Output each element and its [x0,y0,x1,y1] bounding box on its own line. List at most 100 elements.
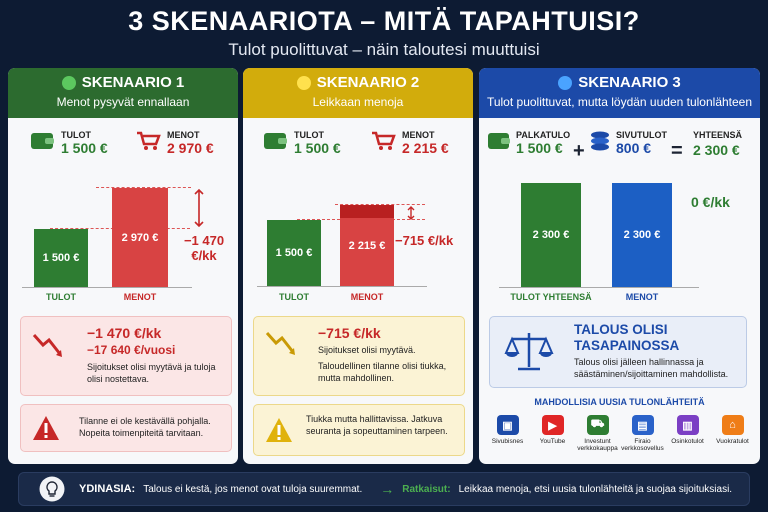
cart-icon [372,131,396,150]
scenario-1-title: SKENAARIO 1 [81,74,185,91]
source-label: Sivubisnes [491,438,524,445]
source-label: YouTube [539,438,566,445]
income-bar-label: TULOT [279,292,309,302]
source-item: ⌂ Vuokratulot [710,415,755,453]
baseline [257,286,427,287]
income-bar-label: TULOT [46,292,76,302]
income-label: TULOT [294,130,324,140]
expense-bar-label: MENOT [350,292,384,302]
warning-text: Tilanne ei ole kestävällä pohjalla. Nope… [79,416,211,438]
expense-bar: 2 970 € [112,188,168,287]
briefcase-icon: ▣ [496,415,519,435]
source-label: Investunt verkkokauppa [577,438,618,453]
cart-icon: ⛟ [586,415,609,435]
monthly-loss: −1 470 €/kk [87,325,162,341]
income-label: TULOT [61,130,91,140]
total-label: YHTEENSÄ [693,130,743,140]
sources-title: MAHDOLLISIA UUSIA TULONLÄHTEITÄ [534,397,705,407]
arrow-right-icon: → [380,481,395,497]
expense-value: 2 215 € [402,140,449,156]
solutions-text: Leikkaa menoja, etsi uusia tulonlähteitä… [458,483,733,495]
scale-icon [504,333,554,371]
baseline [22,287,192,288]
balance-title: TALOUS OLISI TASAPAINOSSA [574,322,680,354]
page-title: 3 SKENAARIOTA – MITÄ TAPAHTUISI? [128,6,640,36]
side-income-label: SIVUTULOT [616,130,667,140]
expense-bar: 2 215 € [340,205,394,286]
coins-icon [591,131,609,151]
total-income-bar: 2 300 € [521,183,581,287]
income-metric: TULOT 1 500 € [30,130,108,156]
scenario-1-subtitle: Menot pysyvät ennallaan [56,95,190,109]
salary-metric: PALKATULO 1 500 € [487,130,570,156]
result-box: −715 €/kk Sijoitukset olisi myytävä. Tal… [253,316,465,396]
play-icon: ▶ [541,415,564,435]
double-arrow-icon [194,188,204,228]
result-text: Sijoitukset olisi myytävä ja tuloja olis… [87,362,216,384]
scenario-3-header: SKENAARIO 3 Tulot puolittuvat, mutta löy… [479,68,760,118]
scenario-3-subtitle: Tulot puolittuvat, mutta löydän uuden tu… [486,95,753,109]
expense-bar-label: MENOT [625,292,659,302]
source-label: Vuokratulot [716,438,749,445]
source-label: Firaio verkkosovellus [621,438,664,453]
dashed-line [335,204,425,205]
scenario-2-subtitle: Leikkaan menoja [312,95,404,109]
source-item: ▥ Osinkotulot [665,415,710,453]
result-text-2: Taloudellinen tilanne olisi tiukka, mutt… [318,361,447,383]
warning-icon [33,416,59,440]
warning-box: Tiukka mutta hallittavissa. Jatkuva seur… [253,404,465,456]
balance-box: TALOUS OLISI TASAPAINOSSA Talous olisi j… [489,316,747,388]
double-arrow-icon [407,206,415,220]
income-bar: 1 500 € [267,220,321,286]
income-bar: 1 500 € [34,229,88,287]
sources-list: ▣ Sivubisnes ▶ YouTube ⛟ Investunt verkkoka… [485,415,755,453]
expense-value: 2 970 € [167,140,214,156]
total-value: 2 300 € [693,142,740,158]
monthly-loss: −715 €/kk [318,325,381,341]
plus-sign: + [573,140,585,162]
lightbulb-icon [39,476,65,502]
scenario-2-title: SKENAARIO 2 [316,74,420,91]
scenario-1-card: SKENAARIO 1 Menot pysyvät ennallaan TULO… [8,68,238,464]
scenario-2-card: SKENAARIO 2 Leikkaan menoja TULOT 1 500 €… [243,68,473,464]
page-subtitle: Tulot puolittuvat – näin taloutesi muutt… [228,40,540,59]
salary-value: 1 500 € [516,140,563,156]
yearly-loss: −17 640 €/vuosi [87,343,176,357]
expense-metric: MENOT 2 970 € [136,130,214,156]
blue-dot-icon [558,75,573,90]
wallet-icon [488,133,510,149]
house-icon: ⌂ [721,415,744,435]
source-label: Osinkotulot [671,438,704,445]
warning-text: Tiukka mutta hallittavissa. Jatkuva seur… [306,414,448,436]
income-value: 1 500 € [294,140,341,156]
yellow-dot-icon [296,75,311,90]
warning-box: Tilanne ei ole kestävällä pohjalla. Nope… [20,404,232,452]
bar-chart-icon: ▥ [676,415,699,435]
scenario-3-title: SKENAARIO 3 [578,74,681,91]
expense-label: MENOT [167,130,200,140]
difference-value: −715 €/kk [395,233,454,248]
total-income-bar-label: TULOT YHTEENSÄ [510,292,592,302]
side-income-value: 800 € [616,140,652,156]
expense-bar: 2 300 € [612,183,672,287]
scenario-2-header: SKENAARIO 2 Leikkaan menoja [243,68,473,118]
green-dot-icon [61,75,76,90]
wallet-icon [264,133,287,149]
expense-label: MENOT [402,130,435,140]
solutions-label: Ratkaisut: [402,483,451,495]
trend-down-icon [32,333,62,357]
mobile-app-icon: ▤ [631,415,654,435]
source-item: ⛟ Investunt verkkokauppa [575,415,620,453]
result-text-1: Sijoitukset olisi myytävä. [318,345,416,355]
side-income-metric: SIVUTULOT 800 € [589,130,667,156]
wallet-icon [31,133,54,149]
scenario-1-header: SKENAARIO 1 Menot pysyvät ennallaan [8,68,238,118]
key-insight-text: Talous ei kestä, jos menot ovat tuloja s… [143,483,363,495]
key-insight-bar: YDINASIA: Talous ei kestä, jos menot ova… [18,472,750,506]
result-box: −1 470 €/kk −17 640 €/vuosi Sijoitukset … [20,316,232,396]
difference-value: 0 €/kk [691,194,730,210]
income-metric: TULOT 1 500 € [263,130,341,156]
trend-down-icon [265,331,295,355]
source-item: ▤ Firaio verkkosovellus [620,415,665,453]
expense-bar-label: MENOT [123,292,157,302]
